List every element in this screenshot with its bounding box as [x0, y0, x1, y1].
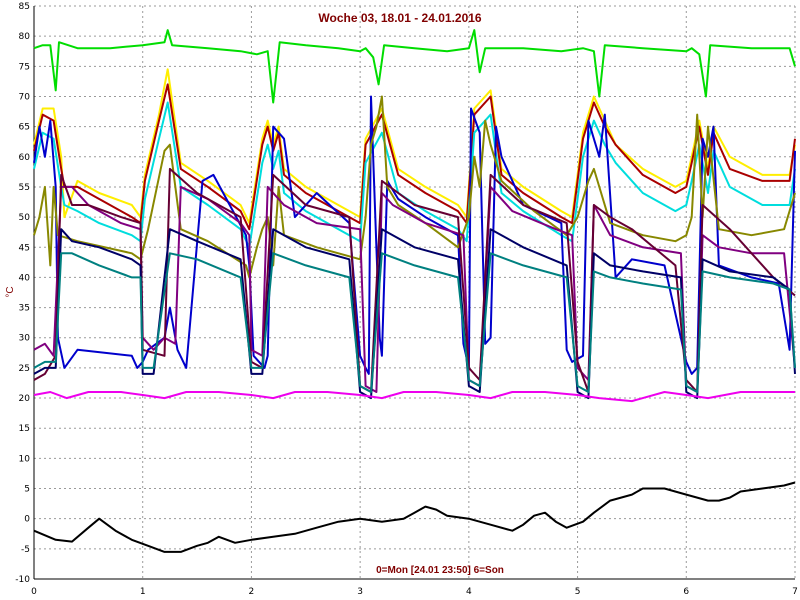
series-line-12	[33, 481, 796, 553]
x-tick-label: 2	[249, 587, 255, 597]
axes: -10-505101520253035404550556065707580850…	[15, 2, 798, 597]
x-tick-label: 7	[792, 587, 798, 597]
y-tick-label: 70	[19, 92, 31, 102]
x-tick-label: 5	[575, 587, 581, 597]
y-tick-label: 20	[19, 394, 31, 404]
series-line-10	[33, 252, 796, 393]
y-tick-label: 15	[19, 424, 30, 434]
series-layer	[33, 29, 796, 553]
series-line-1	[33, 29, 796, 104]
y-tick-label: 25	[19, 364, 30, 374]
y-tick-label: -5	[21, 545, 30, 555]
y-tick-label: 30	[19, 334, 31, 344]
x-tick-label: 0	[31, 587, 37, 597]
y-tick-label: 10	[19, 454, 31, 464]
y-tick-label: 60	[19, 153, 31, 163]
y-tick-label: 55	[19, 183, 30, 193]
chart-title: Woche 03, 18.01 - 24.01.2016	[318, 11, 482, 25]
y-tick-label: 85	[19, 2, 30, 12]
series-line-6	[33, 95, 796, 279]
x-tick-label: 1	[140, 587, 146, 597]
y-tick-label: 0	[24, 515, 30, 525]
y-tick-label: 75	[19, 62, 30, 72]
y-tick-label: 40	[19, 273, 31, 283]
series-line-11	[33, 391, 795, 403]
series-line-4	[33, 101, 796, 249]
y-tick-label: 35	[19, 304, 30, 314]
x-axis-label: 0=Mon [24.01 23:50] 6=Son	[376, 565, 504, 576]
x-tick-label: 6	[683, 587, 689, 597]
y-axis-label: °C	[5, 286, 16, 297]
y-tick-label: 65	[19, 123, 30, 133]
y-tick-label: -10	[15, 575, 30, 585]
x-tick-label: 3	[357, 587, 363, 597]
series-line-3	[33, 83, 796, 231]
y-tick-label: 50	[19, 213, 31, 223]
x-tick-label: 4	[466, 587, 472, 597]
y-tick-label: 45	[19, 243, 30, 253]
series-line-8	[33, 167, 796, 393]
y-tick-label: 5	[24, 485, 30, 495]
y-tick-label: 80	[19, 32, 31, 42]
